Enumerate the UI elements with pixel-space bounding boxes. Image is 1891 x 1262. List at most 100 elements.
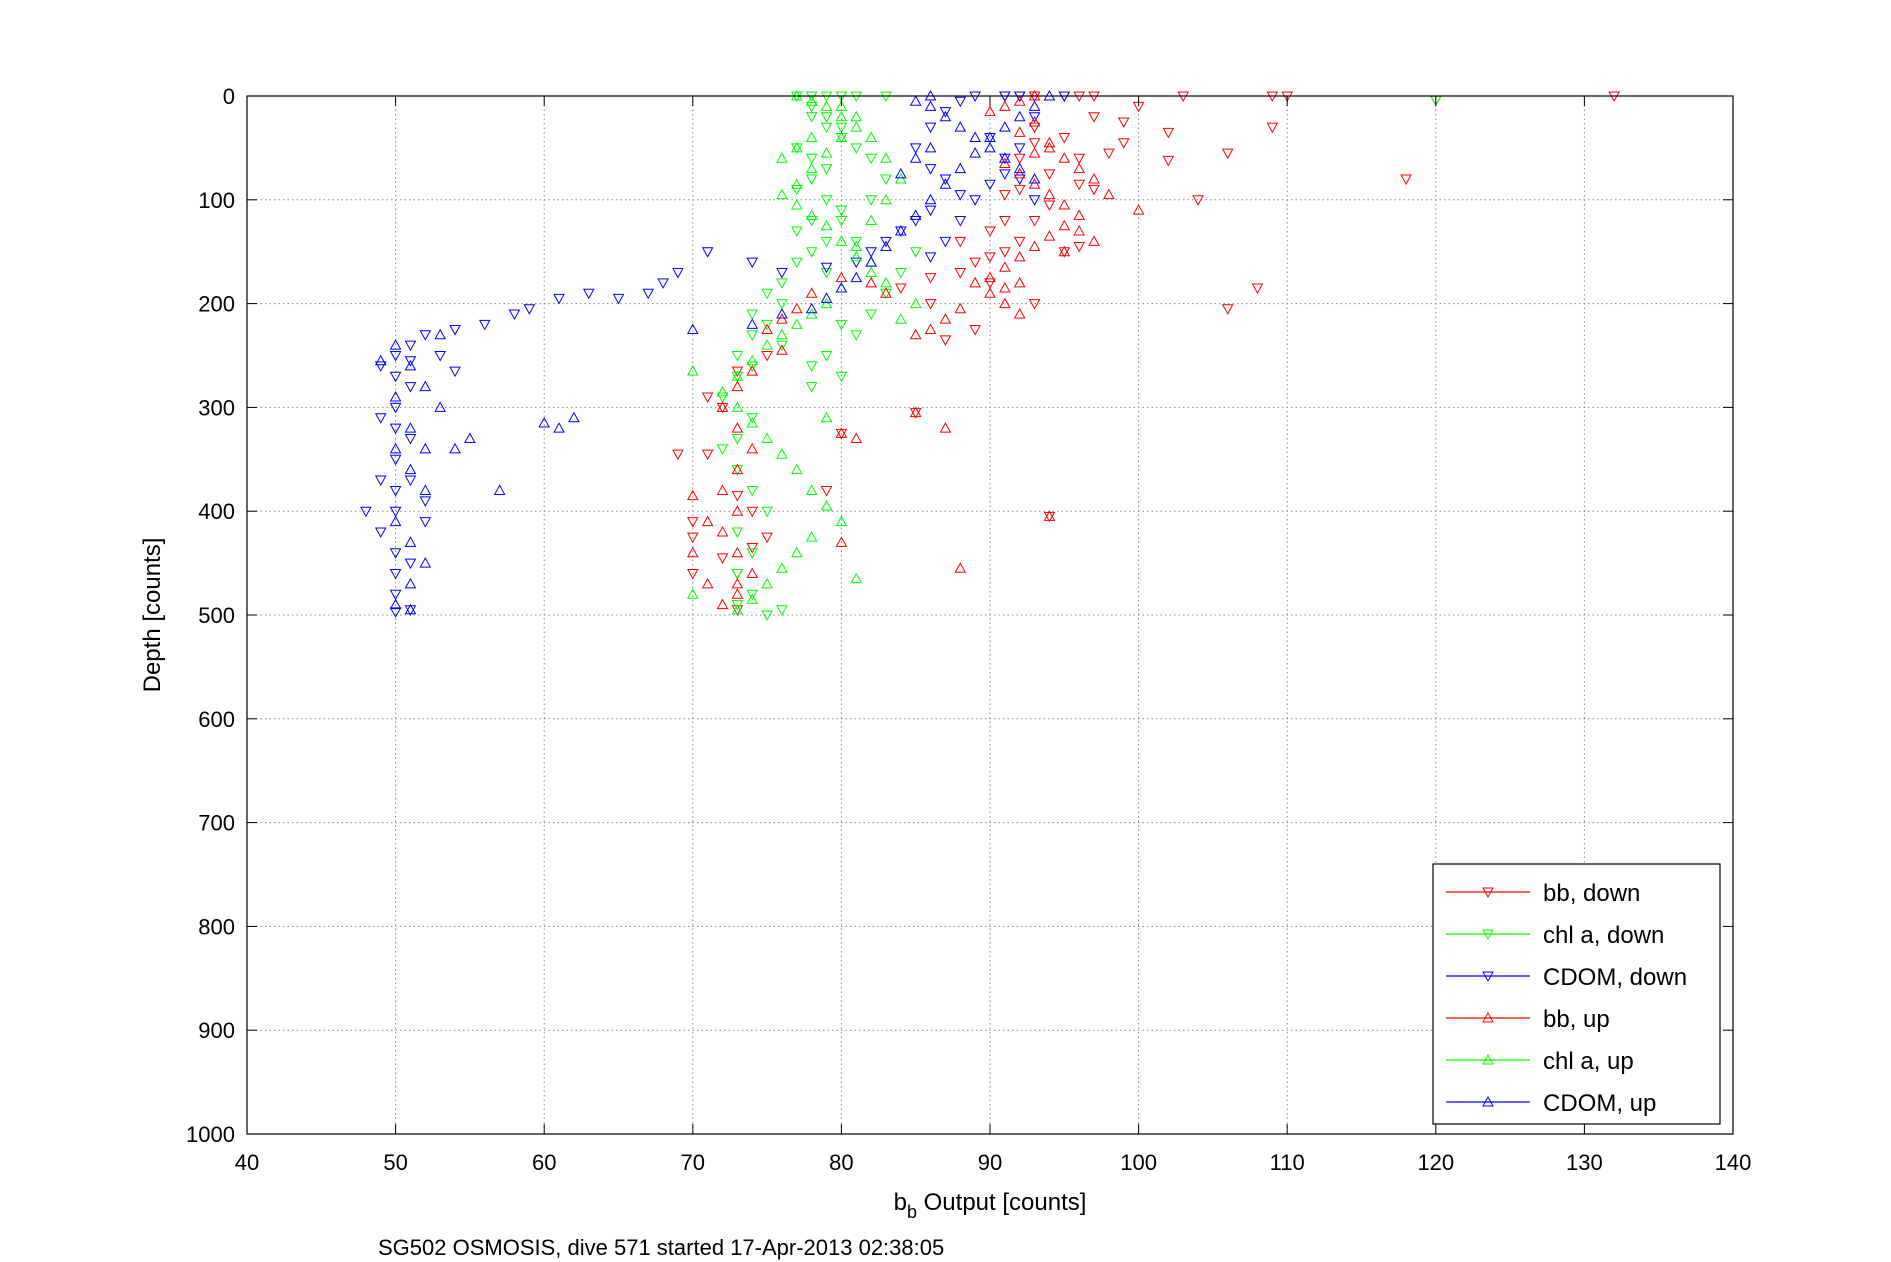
data-point (716, 525, 729, 537)
data-point (1028, 195, 1041, 206)
data-point (835, 131, 848, 143)
x-tick-label: 80 (829, 1150, 853, 1175)
data-point (1028, 100, 1041, 111)
data-point (582, 288, 595, 300)
data-point (865, 266, 877, 277)
legend-marker (1482, 1053, 1494, 1065)
data-point (820, 122, 833, 134)
data-point (969, 131, 981, 143)
data-point (984, 271, 996, 283)
data-point (999, 152, 1011, 163)
x-tick-label: 140 (1715, 1150, 1752, 1175)
data-point (449, 366, 461, 378)
data-point (538, 416, 551, 428)
data-point (761, 288, 773, 300)
data-point (404, 434, 417, 445)
data-point (865, 309, 877, 321)
data-point (1103, 148, 1115, 160)
data-point (419, 380, 432, 392)
data-point (880, 174, 892, 186)
data-point (939, 107, 952, 118)
data-point (1028, 216, 1041, 227)
data-point (686, 365, 699, 376)
x-tick-label: 110 (1270, 1150, 1305, 1175)
x-tick-label: 120 (1417, 1150, 1454, 1175)
data-point (1073, 162, 1086, 174)
data-point (835, 282, 848, 293)
data-point (805, 361, 818, 372)
data-point (731, 588, 744, 599)
legend: bb, down chl a, down CDOM, down bb, up chl a… (1432, 863, 1721, 1125)
data-point (1088, 235, 1100, 246)
data-point (865, 276, 877, 288)
data-point (999, 190, 1011, 201)
data-point (835, 122, 848, 134)
legend-label: CDOM, down (1543, 964, 1687, 991)
data-point (701, 449, 714, 461)
data-point (1132, 204, 1145, 215)
data-point (1117, 138, 1130, 149)
data-point (790, 184, 803, 196)
data-point (686, 568, 699, 580)
data-point (954, 190, 967, 201)
data-point (672, 267, 684, 279)
data-point (939, 174, 952, 186)
data-point (850, 330, 863, 341)
x-tick-label: 130 (1566, 1150, 1603, 1175)
data-point (894, 283, 907, 295)
data-point (731, 568, 744, 580)
data-point (746, 330, 759, 341)
data-point (954, 302, 967, 314)
data-point (746, 413, 759, 424)
data-point (1028, 299, 1041, 310)
data-point (790, 198, 803, 210)
data-point (805, 162, 818, 174)
data-point (924, 252, 937, 263)
data-point (1013, 95, 1026, 106)
data-point (419, 442, 432, 454)
data-point (731, 366, 744, 378)
data-point (761, 323, 773, 335)
legend-box (1432, 863, 1721, 1125)
data-point (850, 236, 863, 248)
data-point (999, 261, 1011, 272)
data-point (776, 299, 788, 310)
y-tick-label: 0 (223, 84, 235, 109)
x-tick-label: 100 (1120, 1150, 1157, 1175)
data-point (954, 562, 967, 573)
data-point (880, 236, 892, 248)
data-point (835, 205, 848, 217)
data-point (999, 100, 1011, 111)
data-point (835, 271, 848, 283)
legend-label: chl a, up (1543, 1048, 1634, 1075)
data-point (850, 250, 863, 262)
data-point (909, 95, 922, 106)
data-point (790, 463, 803, 475)
y-tick-label: 800 (198, 914, 235, 939)
data-point (865, 131, 877, 143)
data-point (374, 475, 387, 487)
data-point (776, 605, 788, 616)
data-point (776, 313, 788, 324)
data-point (954, 121, 967, 132)
data-point (731, 546, 744, 558)
data-point (389, 568, 402, 580)
data-point (820, 411, 833, 423)
data-point (954, 96, 967, 108)
data-point (865, 247, 877, 258)
data-point (805, 131, 818, 143)
data-point (880, 152, 892, 163)
data-point (746, 589, 759, 601)
data-point (820, 100, 833, 111)
data-point (374, 527, 387, 538)
data-point (850, 432, 863, 444)
data-point (761, 610, 773, 622)
x-tick-label: 90 (978, 1150, 1002, 1175)
data-point (1088, 112, 1100, 123)
data-point (984, 179, 996, 191)
data-point (984, 252, 996, 263)
data-point (1058, 198, 1071, 210)
data-point (374, 354, 387, 366)
data-point (984, 131, 996, 143)
data-point (389, 454, 402, 466)
